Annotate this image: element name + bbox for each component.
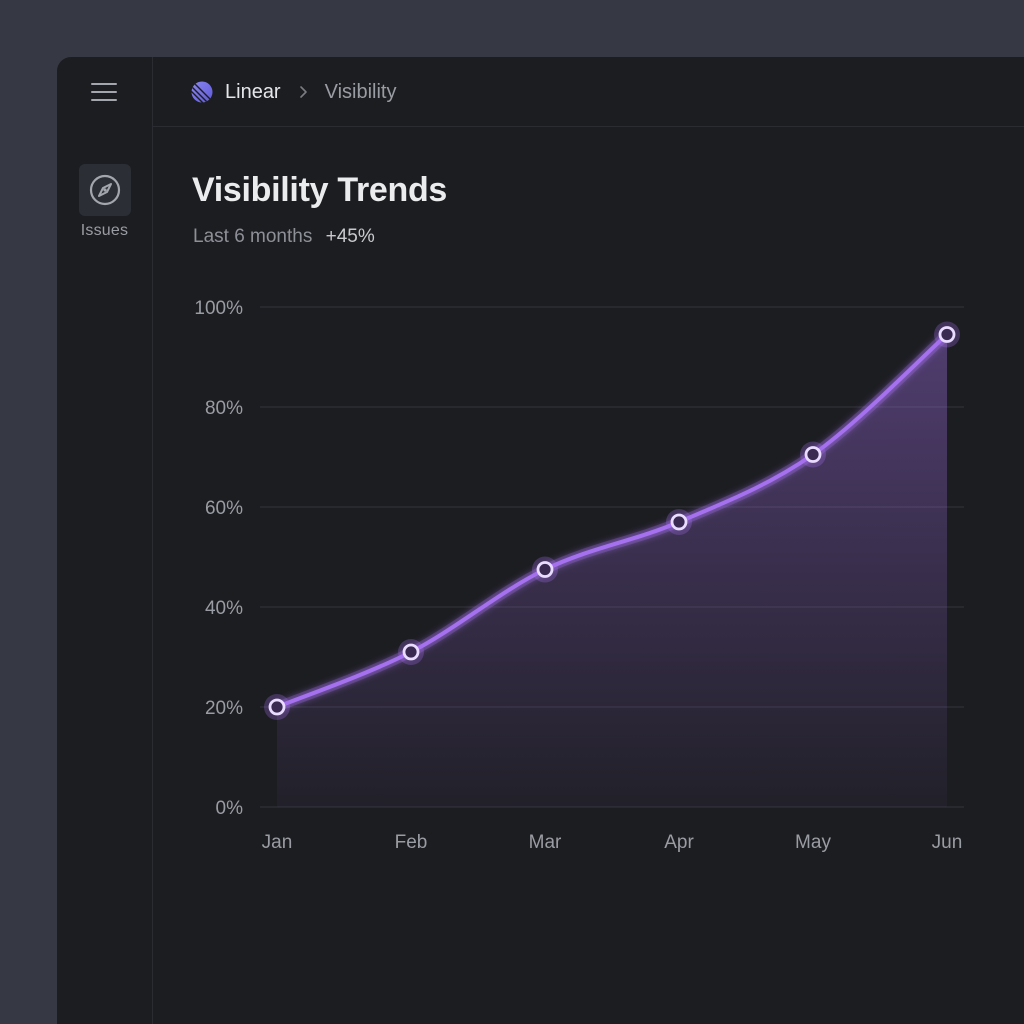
series-area [277, 334, 947, 807]
change-value: +45% [325, 226, 375, 247]
app-window: Issues Linear [57, 57, 1024, 1024]
x-tick-label: Jan [262, 832, 293, 853]
menu-icon-line [91, 83, 117, 85]
chevron-right-icon [299, 86, 307, 98]
y-tick-label: 60% [205, 498, 243, 519]
topbar: Linear Visibility [153, 57, 1024, 127]
y-tick-label: 40% [205, 598, 243, 619]
data-point [268, 698, 286, 716]
compass-icon [78, 164, 131, 216]
menu-icon-line [91, 99, 117, 101]
x-tick-label: Mar [529, 832, 562, 853]
y-tick-label: 0% [216, 798, 244, 819]
visibility-chart: 0% 20% 40% 60% 80% 100% Jan Feb Mar Apr May Jun [194, 298, 964, 853]
y-tick-label: 20% [205, 698, 243, 719]
sidebar-item-issues[interactable]: Issues [78, 164, 131, 240]
data-point [670, 513, 688, 531]
linear-logo-icon [191, 81, 213, 103]
sidebar: Issues [57, 57, 153, 1024]
x-tick-label: May [795, 832, 831, 853]
y-tick-label: 80% [205, 398, 243, 419]
breadcrumb: Linear Visibility [191, 79, 396, 105]
series-line [275, 332, 949, 709]
x-tick-label: Apr [664, 832, 694, 853]
data-point [938, 326, 956, 343]
page-title: Visibility Trends [192, 171, 448, 209]
data-point [804, 446, 822, 463]
menu-button[interactable] [91, 81, 117, 103]
menu-icon-line [91, 91, 117, 93]
y-tick-label: 100% [194, 298, 243, 319]
x-tick-label: Feb [395, 832, 428, 853]
breadcrumb-current: Visibility [324, 80, 397, 103]
data-point [402, 643, 420, 661]
x-tick-label: Jun [932, 832, 963, 853]
data-point [536, 561, 554, 578]
brand-link[interactable]: Linear [225, 80, 281, 103]
page-subtitle: Last 6 months +45% [193, 226, 375, 248]
sidebar-item-label: Issues [80, 222, 129, 239]
subtitle-period: Last 6 months [193, 226, 313, 247]
